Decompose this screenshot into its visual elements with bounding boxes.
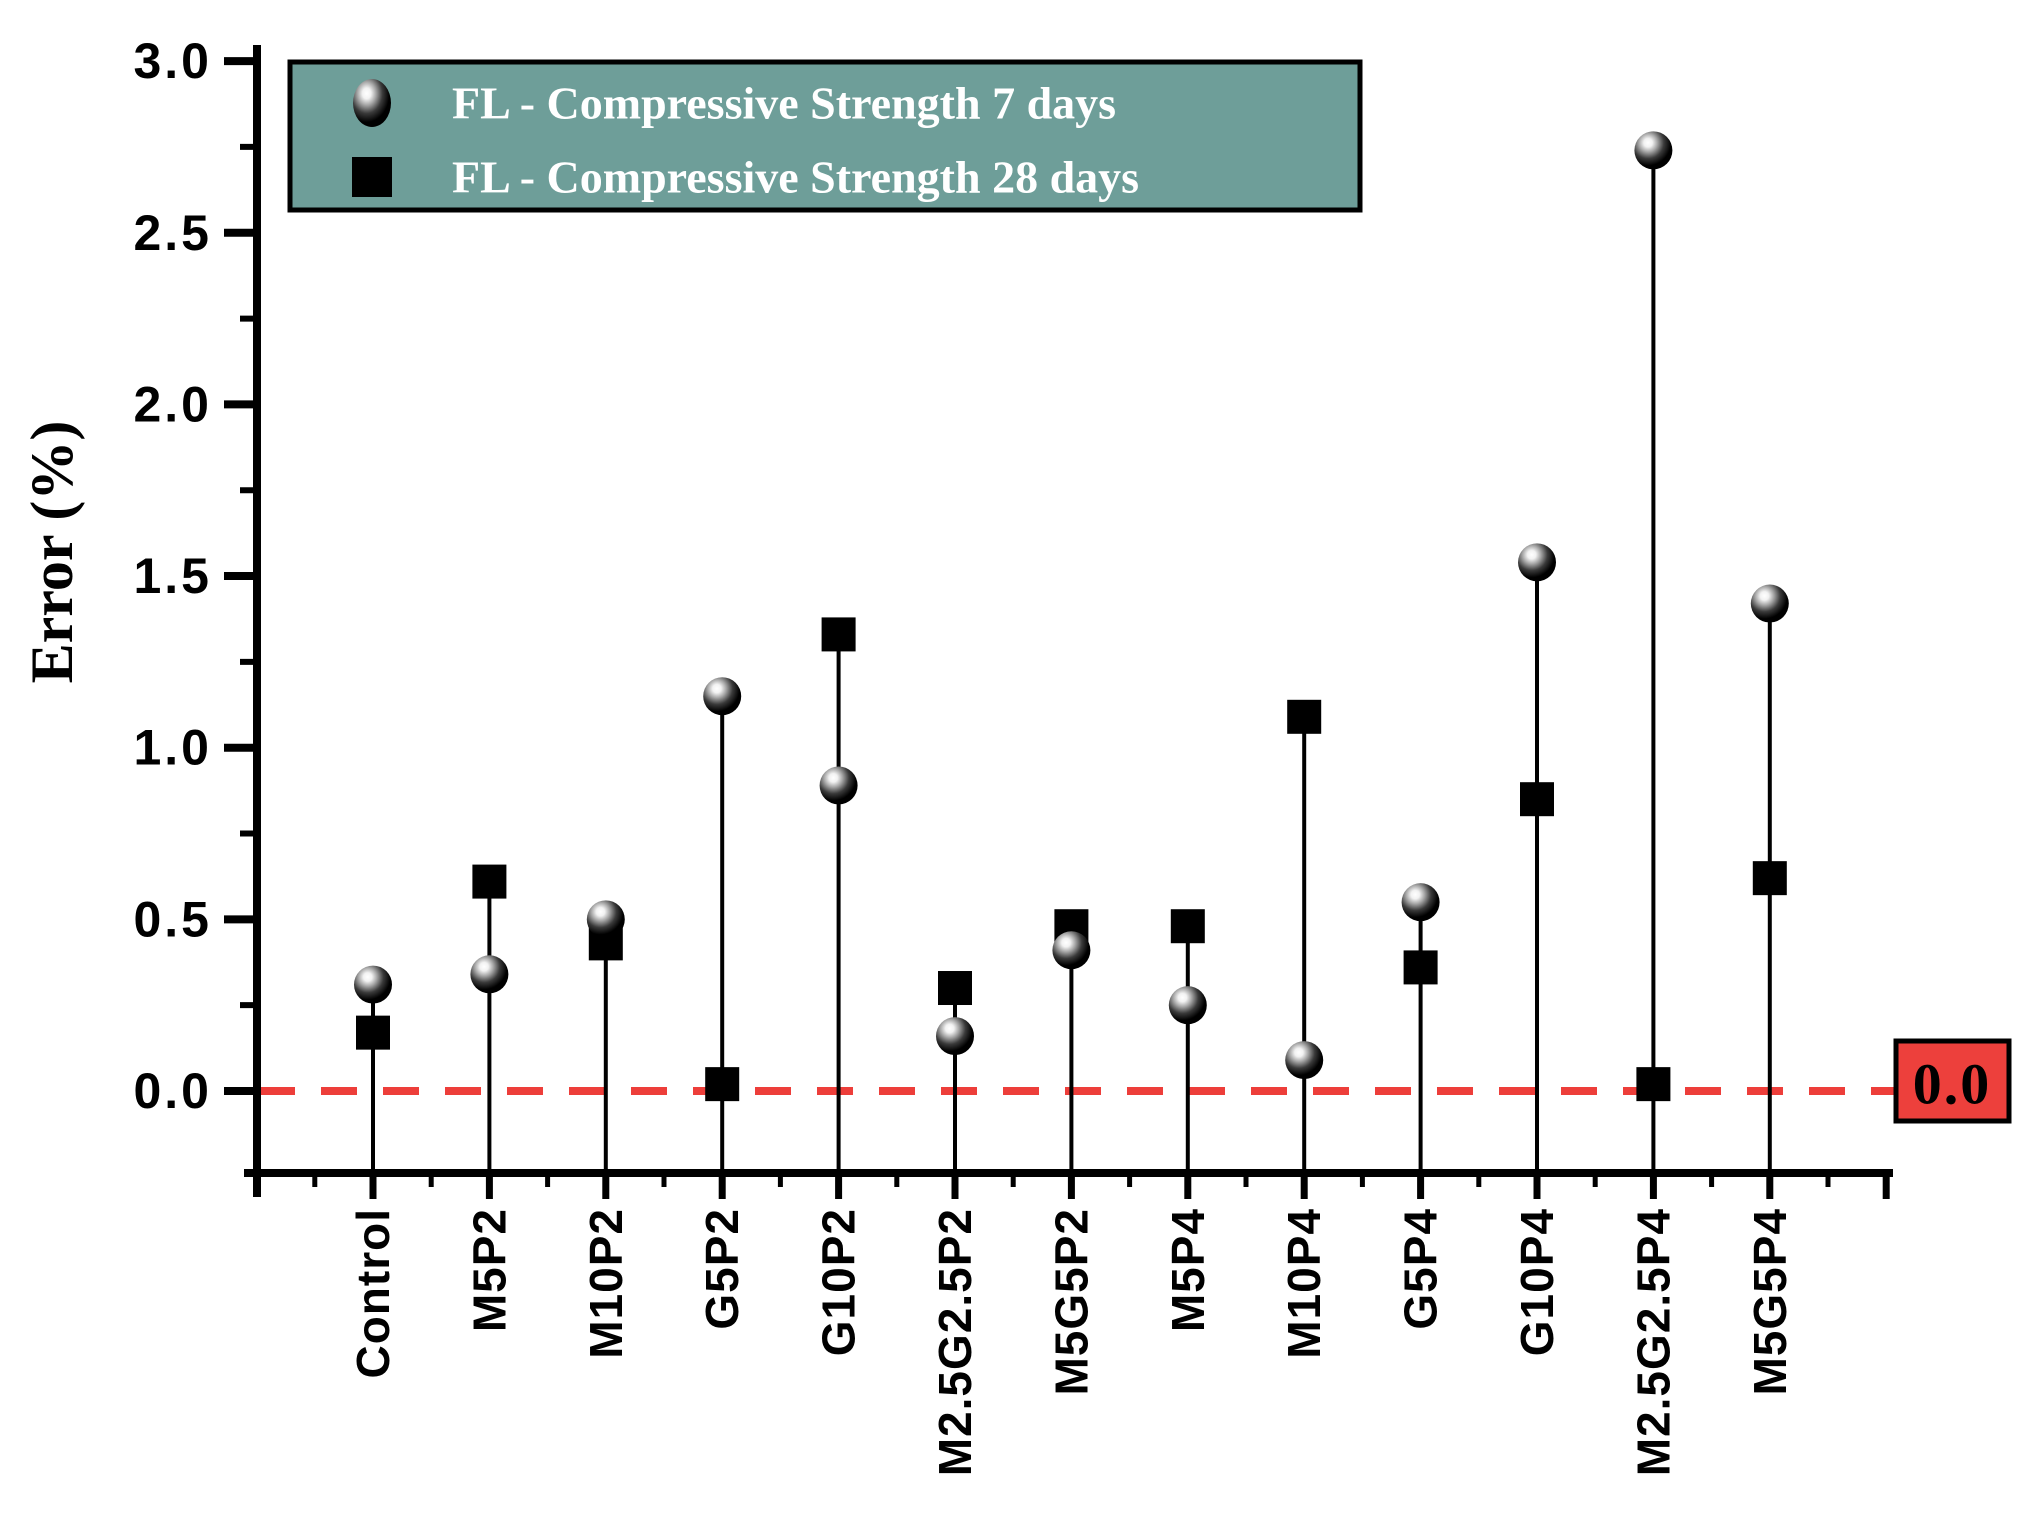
x-category-label-M10P2: M10P2 [580, 1208, 632, 1359]
legend-square-marker-icon [352, 157, 392, 197]
legend-entry-7days: FL - Compressive Strength 7 days [452, 78, 1116, 129]
x-category-label-M2.5G2.5P2: M2.5G2.5P2 [929, 1208, 981, 1476]
legend-entry-28days: FL - Compressive Strength 28 days [452, 152, 1139, 203]
y-tick-label-3.0: 3.0 [133, 33, 212, 89]
x-category-label-M5G5P4: M5G5P4 [1744, 1208, 1796, 1396]
marker-7days-G10P4 [1518, 543, 1556, 582]
x-category-label-G5P2: G5P2 [696, 1208, 748, 1330]
marker-28days-M10P4 [1287, 699, 1322, 734]
marker-28days-Control [356, 1015, 390, 1050]
marker-7days-M5G5P2 [1052, 931, 1091, 970]
x-category-label-M2.5G2.5P4: M2.5G2.5P4 [1627, 1208, 1679, 1476]
marker-28days-M5P4 [1170, 909, 1205, 944]
marker-7days-G10P2 [819, 766, 858, 805]
y-tick-label-0.5: 0.5 [133, 891, 212, 947]
legend-box [287, 59, 1363, 213]
marker-7days-G5P2 [703, 677, 742, 716]
marker-7days-G5P4 [1401, 883, 1440, 922]
x-category-label-G10P2: G10P2 [813, 1208, 865, 1356]
marker-7days-M5G5P4 [1750, 584, 1789, 623]
axis-labels-group: 0.0 0.5 1.0 1.5 2.0 2.5 3.0 Control M5P2 M10P2 G5P… [133, 33, 1795, 1476]
marker-7days-M5P4 [1168, 986, 1207, 1025]
marker-7days-M5P2 [470, 955, 509, 994]
marker-28days-M2.5G2.5P2 [938, 971, 972, 1006]
marker-7days-M10P2 [586, 900, 625, 939]
x-category-label-G5P4: G5P4 [1395, 1208, 1447, 1330]
legend: FL - Compressive Strength 7 days FL - Co… [287, 59, 1363, 213]
y-tick-label-2.5: 2.5 [133, 205, 212, 261]
x-category-label-G10P4: G10P4 [1511, 1208, 1563, 1356]
x-category-label-Control: Control [347, 1208, 399, 1379]
marker-28days-G5P2 [705, 1067, 740, 1102]
axes-and-ticks-group [224, 45, 1893, 1199]
legend-sphere-marker-icon [353, 79, 391, 127]
y-tick-label-0.0: 0.0 [133, 1063, 212, 1119]
x-category-label-M10P4: M10P4 [1278, 1208, 1330, 1359]
y-tick-label-2.0: 2.0 [133, 376, 212, 432]
marker-7days-M2.5G2.5P4 [1634, 131, 1673, 170]
marker-28days-G5P4 [1403, 950, 1438, 985]
marker-28days-M5G5P4 [1752, 861, 1787, 896]
marker-28days-G10P2 [821, 617, 856, 652]
reference-box [1893, 1038, 2012, 1124]
reference-box-label: 0.0 [1913, 1052, 1992, 1117]
marker-28days-M2.5G2.5P4 [1636, 1067, 1671, 1102]
y-axis-title: Error (%) [19, 421, 85, 684]
marker-7days-M10P4 [1285, 1041, 1324, 1080]
marker-28days-G10P4 [1520, 782, 1554, 817]
marker-28days-M5P2 [472, 864, 507, 899]
x-category-label-M5P4: M5P4 [1162, 1208, 1214, 1332]
reference-value-box: 0.0 [1893, 1038, 2012, 1124]
y-tick-label-1.5: 1.5 [133, 548, 212, 604]
y-tick-label-1.0: 1.0 [133, 720, 212, 776]
marker-7days-M2.5G2.5P2 [936, 1017, 974, 1056]
x-category-label-M5P2: M5P2 [463, 1208, 515, 1332]
marker-7days-Control [354, 965, 392, 1004]
stem-lines-group [371, 150, 1772, 1173]
x-category-label-M5G5P2: M5G5P2 [1045, 1208, 1097, 1396]
data-markers-group [354, 131, 1789, 1102]
